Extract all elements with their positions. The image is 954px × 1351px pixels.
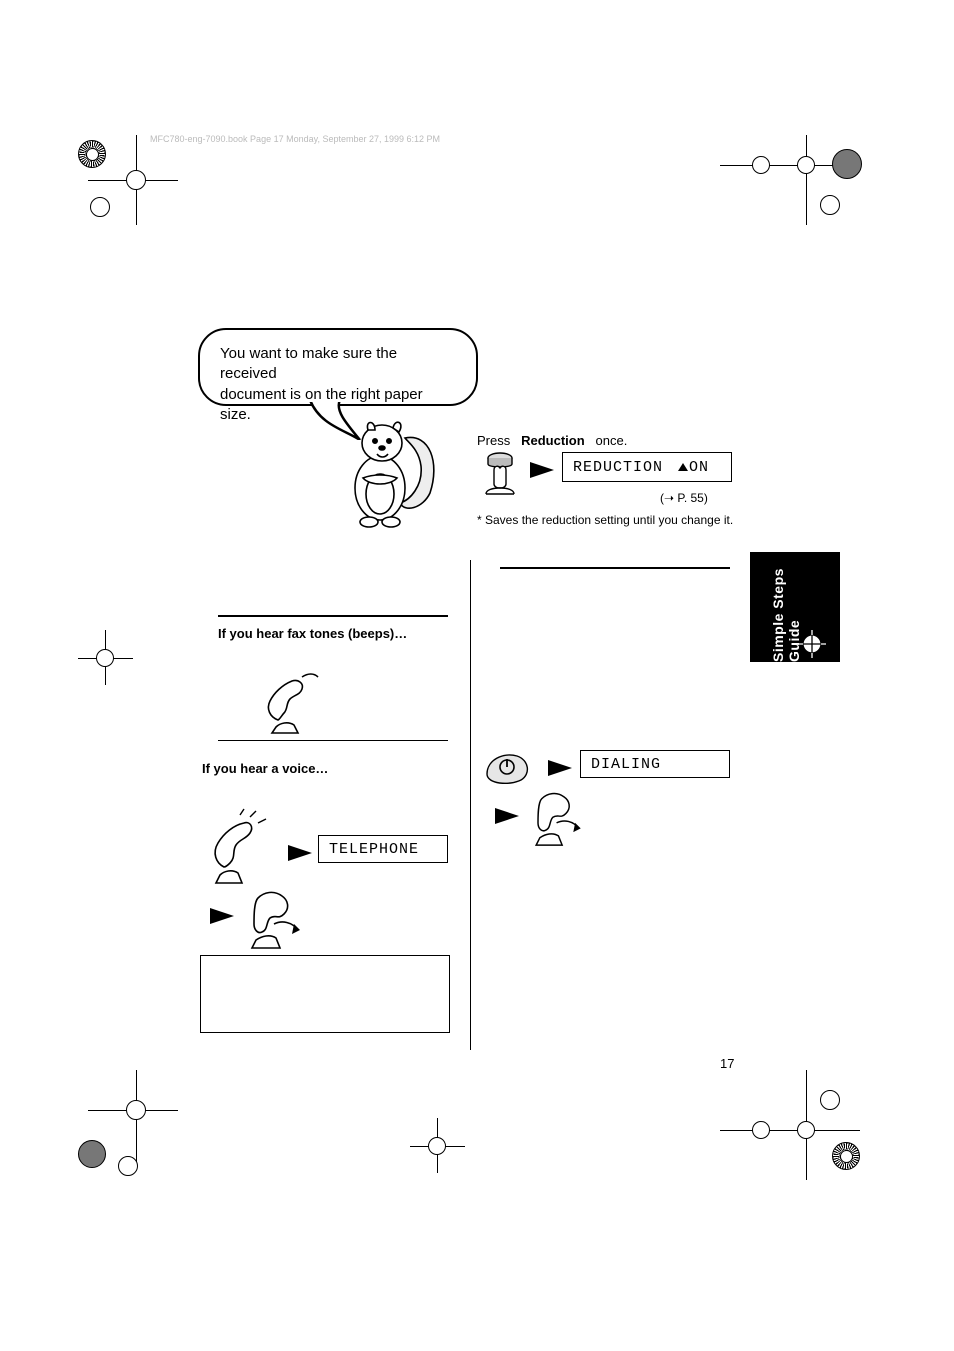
left-step-voice: If you hear a voice… [202,760,452,778]
speech-line1: You want to make sure the received [220,344,456,385]
press-prefix: Press [477,433,510,448]
side-tab: Simple Steps Guide [750,552,840,662]
start-button-icon [485,750,531,784]
regmark-bc [410,1118,470,1178]
regmark-ml [78,630,138,690]
reduction-footnote: * Saves the reduction setting until you … [477,512,747,528]
lcd-reduction: REDUCTION ON [562,452,732,482]
right-heading: Make a fax [500,540,730,569]
speech-bubble: You want to make sure the received docum… [198,328,478,406]
arrow-to-lcd-reduction [530,462,554,478]
reduction-crossref: (➝ P. 55) [660,490,708,506]
press-button-icon [480,450,520,500]
lcd-reduction-text: REDUCTION [573,459,663,476]
press-button: Reduction [521,433,585,448]
arrow-to-lcd-dialing [548,760,572,776]
press-reduction-line: Press Reduction once. [477,432,747,450]
regmark-br [720,1070,880,1190]
lcd-dialing-text: DIALING [591,756,661,773]
column-divider [470,560,471,1050]
arrow-to-hangup-right [495,808,519,824]
lcd-telephone: TELEPHONE [318,835,448,863]
page-root: MFC780-eng-7090.book Page 17 Monday, Sep… [0,0,954,1351]
arrow-to-lcd-telephone [288,845,312,861]
lcd-dialing: DIALING [580,750,730,778]
arrow-to-hangup [210,908,234,924]
lcd-telephone-text: TELEPHONE [329,841,419,858]
left-step-manual: If you hear fax tones (beeps)… [218,625,448,643]
lcd-up-arrow-icon [678,463,688,471]
framemaker-header: MFC780-eng-7090.book Page 17 Monday, Sep… [150,133,790,145]
sidetab-crosshair-icon [798,630,826,658]
handset-hangup-icon [240,880,310,950]
press-suffix: once. [596,433,628,448]
left-subdivider [218,740,448,741]
regmark-bl [78,1070,178,1190]
lcd-reduction-on: ON [689,459,709,476]
handset-hangup-right-icon [525,782,590,847]
handset-lift-icon [258,665,328,735]
page-number: 17 [720,1055,734,1073]
left-heading: Receive a fax [218,588,448,617]
mascot-icon [335,408,445,533]
note-box: You can receive a fax only by pressing S… [200,955,450,1033]
handset-ring-icon [200,805,280,885]
